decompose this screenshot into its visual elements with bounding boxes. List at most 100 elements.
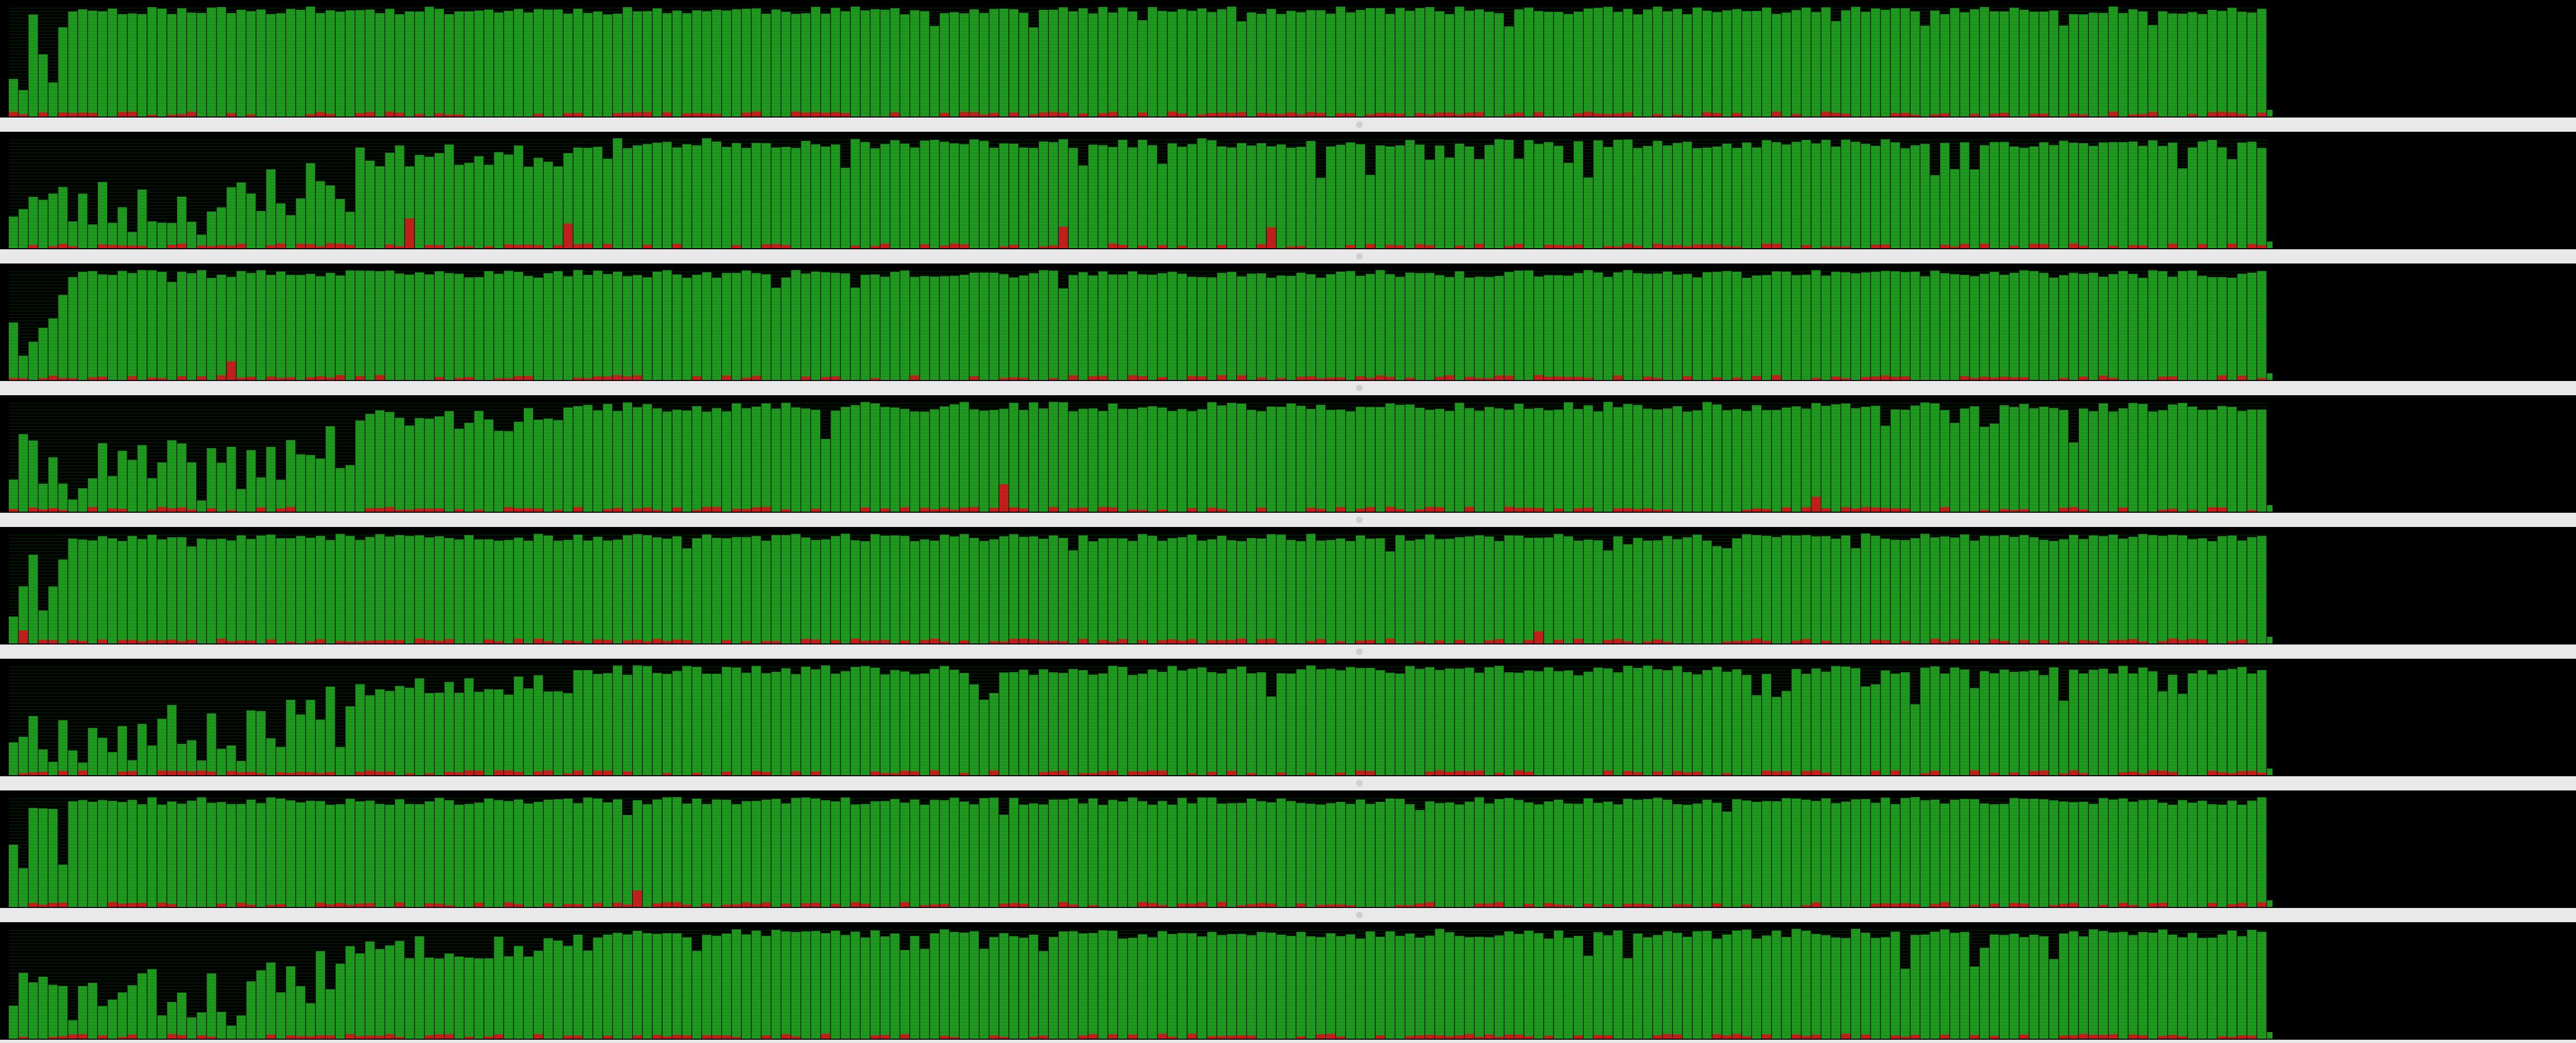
overhead-bar xyxy=(1177,113,1187,116)
compute-bar xyxy=(563,693,573,775)
compute-bar xyxy=(1494,935,1504,1039)
overhead-bar xyxy=(612,375,622,380)
overhead-bar xyxy=(633,890,642,907)
overhead-bar xyxy=(593,376,603,380)
overhead-bar xyxy=(474,509,484,512)
compute-bar xyxy=(860,937,870,1039)
splitter-grip-icon[interactable] xyxy=(1356,517,1363,523)
compute-bar xyxy=(1623,404,1633,512)
panel-splitter-2[interactable] xyxy=(0,249,2576,263)
compute-bar xyxy=(1286,276,1296,380)
compute-bar xyxy=(2049,667,2059,775)
compute-bar xyxy=(1553,799,1563,907)
compute-bar xyxy=(1553,534,1563,643)
compute-bar xyxy=(633,931,642,1039)
compute-bar xyxy=(652,537,662,643)
overhead-bar xyxy=(890,112,900,116)
compute-bar xyxy=(959,673,969,775)
compute-bar xyxy=(633,800,642,907)
compute-bar xyxy=(553,166,563,248)
compute-bar xyxy=(2207,277,2217,380)
compute-bar xyxy=(1118,274,1128,380)
compute-bar xyxy=(1652,798,1662,907)
compute-bar xyxy=(513,9,523,117)
compute-bar xyxy=(623,535,632,643)
overhead-bar xyxy=(464,377,474,380)
overhead-bar xyxy=(1574,377,1583,380)
compute-bar xyxy=(513,946,523,1039)
panel-splitter-5[interactable] xyxy=(0,644,2576,659)
compute-bar xyxy=(2039,407,2049,512)
compute-bar xyxy=(801,666,811,775)
compute-bar xyxy=(1158,163,1167,248)
overhead-bar xyxy=(1762,509,1772,512)
compute-bar xyxy=(1306,409,1316,512)
compute-bar xyxy=(900,270,910,380)
panel-splitter-4[interactable] xyxy=(0,513,2576,527)
compute-bar xyxy=(1663,670,1672,775)
splitter-grip-icon[interactable] xyxy=(1356,253,1363,260)
overhead-bar xyxy=(157,507,167,512)
compute-bar xyxy=(434,153,444,248)
compute-bar xyxy=(1504,409,1514,512)
compute-bar xyxy=(1296,669,1306,775)
compute-bar xyxy=(1306,141,1316,248)
compute-bar xyxy=(1563,162,1573,248)
compute-bar xyxy=(474,411,484,512)
splitter-grip-icon[interactable] xyxy=(1356,385,1363,391)
compute-bar xyxy=(1375,802,1385,907)
overhead-bar xyxy=(2257,378,2267,380)
splitter-grip-icon[interactable] xyxy=(1356,780,1363,787)
panel-splitter-7[interactable] xyxy=(0,908,2576,922)
overhead-bar xyxy=(1494,902,1504,907)
compute-bar xyxy=(1593,8,1603,116)
compute-bar xyxy=(19,868,28,907)
overhead-bar xyxy=(1385,638,1395,643)
compute-bar xyxy=(1563,276,1573,380)
overhead-bar xyxy=(513,771,523,775)
compute-bar xyxy=(2158,929,2168,1039)
compute-bar xyxy=(108,801,118,907)
compute-bar xyxy=(256,270,266,380)
compute-bar xyxy=(1266,406,1276,512)
compute-bar xyxy=(2217,10,2227,117)
tail-bar xyxy=(2267,637,2273,643)
overhead-bar xyxy=(563,1035,573,1039)
overhead-bar xyxy=(2039,640,2049,643)
overhead-bar xyxy=(1197,376,1207,380)
compute-bar xyxy=(256,970,266,1039)
overhead-bar xyxy=(900,640,910,643)
compute-bar xyxy=(1326,409,1336,512)
panel-splitter-1[interactable] xyxy=(0,118,2576,132)
compute-bar xyxy=(1098,7,1108,117)
panel-splitter-3[interactable] xyxy=(0,381,2576,395)
panel-splitter-6[interactable] xyxy=(0,776,2576,790)
splitter-grip-icon[interactable] xyxy=(1356,121,1363,128)
compute-bar xyxy=(2039,675,2049,775)
compute-bar xyxy=(236,9,246,117)
overhead-bar xyxy=(1464,1034,1474,1039)
compute-bar xyxy=(1732,148,1742,248)
overhead-bar xyxy=(732,904,741,907)
compute-bar xyxy=(276,992,285,1039)
overhead-bar xyxy=(2158,903,2168,907)
compute-bar xyxy=(1534,933,1544,1039)
compute-bar xyxy=(890,670,900,775)
compute-bar xyxy=(236,182,246,248)
overhead-bar xyxy=(1098,113,1108,116)
overhead-bar xyxy=(1474,378,1484,380)
compute-bar xyxy=(672,797,682,907)
compute-bar xyxy=(445,273,454,380)
overhead-bar xyxy=(771,641,781,643)
compute-bar xyxy=(1455,7,1464,116)
compute-bar xyxy=(682,144,692,248)
compute-bar xyxy=(424,7,434,116)
overhead-bar xyxy=(1940,507,1950,512)
compute-bar xyxy=(1217,146,1226,248)
splitter-grip-icon[interactable] xyxy=(1356,912,1363,918)
splitter-grip-icon[interactable] xyxy=(1356,648,1363,655)
overhead-bar xyxy=(1643,641,1652,643)
overhead-bar xyxy=(1673,114,1683,116)
overhead-bar xyxy=(1217,375,1226,380)
overhead-bar xyxy=(900,507,910,512)
